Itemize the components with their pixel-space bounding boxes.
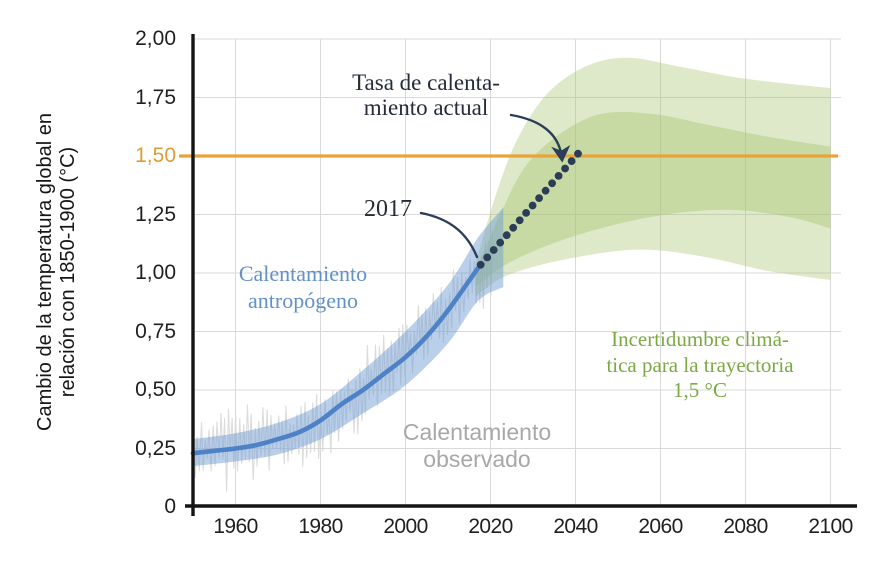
- projection-dot: [515, 216, 524, 225]
- x-tick-label: 2060: [638, 515, 683, 538]
- projection-dot: [548, 179, 556, 188]
- projection-dot: [567, 157, 576, 166]
- y-tick-label: 0,25: [135, 436, 176, 460]
- annotation-climate-uncertainty: Incertidumbre climá- tica para la trayec…: [606, 327, 794, 402]
- projection-dot: [561, 164, 569, 173]
- projection-dot: [489, 246, 498, 254]
- projection-dot: [541, 186, 550, 195]
- projection-dot: [574, 149, 582, 158]
- x-tick-label: 2020: [468, 515, 513, 538]
- projection-dot: [535, 194, 543, 203]
- projection-dot: [483, 253, 492, 262]
- y-tick-label: 1,75: [135, 85, 176, 109]
- projection-dot: [522, 209, 530, 217]
- y-tick-label: 0: [164, 495, 176, 518]
- annotation-anthropogenic-warming: Calentamiento antropógeno: [238, 261, 368, 313]
- projection-dot: [476, 260, 485, 269]
- projection-dot: [496, 238, 505, 247]
- projection-dot: [502, 231, 511, 240]
- y-tick-label: 2,00: [135, 27, 176, 50]
- y-axis-title: Cambio de la temperatura global en relac…: [34, 113, 79, 431]
- climate-uncertainty-band-outer: [475, 57, 831, 297]
- projection-dot: [554, 172, 563, 180]
- annotation-2017: 2017: [364, 196, 412, 222]
- y-tick-label: 0,50: [135, 378, 176, 401]
- x-tick-label: 1960: [213, 515, 258, 538]
- projection-dot: [528, 201, 537, 210]
- observed-warming-noise-line: [192, 233, 494, 492]
- x-tick-label: 2000: [383, 515, 428, 538]
- annotation-observed-warming: Calentamiento observado: [402, 419, 552, 472]
- y-tick-label: 1,00: [135, 261, 176, 284]
- anthropogenic-uncertainty-band: [193, 207, 504, 467]
- year-2017-arrow: [419, 211, 479, 259]
- x-tick-label: 2100: [808, 515, 853, 538]
- y-tick-label: 0,75: [135, 319, 176, 343]
- anthropogenic-warming-line: [190, 266, 481, 456]
- x-tick-label: 2080: [723, 515, 768, 538]
- x-tick-label: 1980: [298, 515, 343, 538]
- projection-dot: [509, 223, 518, 232]
- annotation-warming-rate: Tasa de calenta- miento actual: [352, 70, 500, 120]
- warming-rate-arrow: [509, 113, 571, 163]
- y-tick-label: 1,25: [135, 202, 176, 226]
- y-tick-label: 1,50: [135, 144, 176, 167]
- x-tick-label: 2040: [553, 515, 598, 538]
